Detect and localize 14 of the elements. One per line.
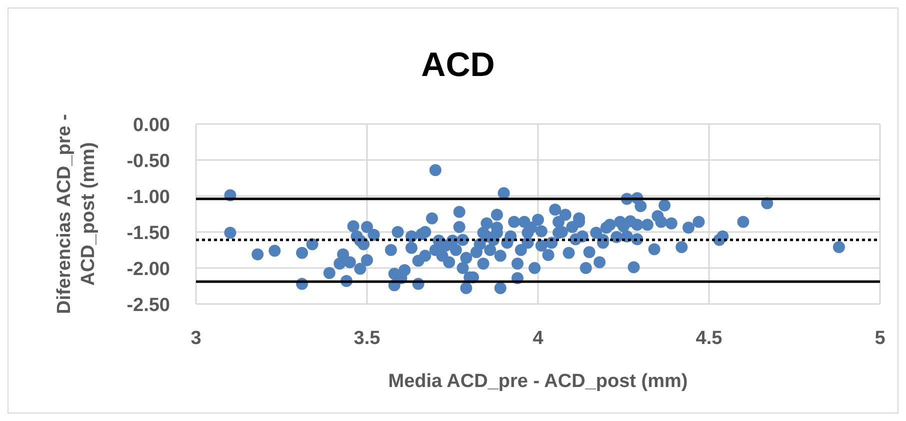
y-tick-label: -2.00 [126,259,170,280]
y-tick-label: -1.50 [126,223,170,244]
y-axis-title: Diferencias ACD_pre - ACD_post (mm) [54,114,99,314]
x-tick-label: 5 [874,328,886,349]
x-tick-label: 4 [532,328,544,349]
x-tick-label: 4.5 [696,328,723,349]
y-tick-label: -1.00 [126,187,170,208]
x-tick-label: 3 [190,328,202,349]
y-tick-label: -2.50 [126,295,170,316]
chart-title: ACD [421,46,495,84]
x-axis-title: Media ACD_pre - ACD_post (mm) [388,371,688,392]
y-tick-label: 0.00 [133,115,170,136]
x-tick-label: 3.5 [354,328,381,349]
y-tick-label: -0.50 [126,151,170,172]
